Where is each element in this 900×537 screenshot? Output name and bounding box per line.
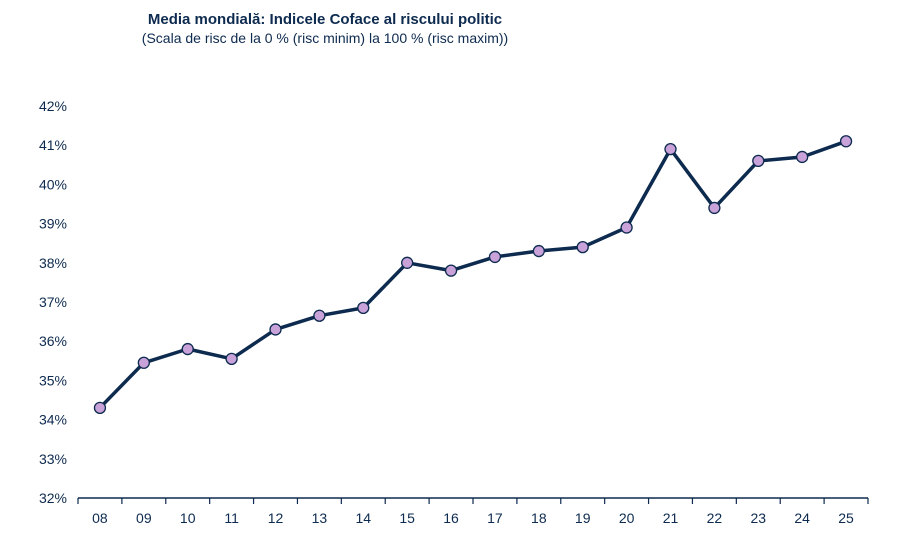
data-point	[796, 150, 809, 164]
data-point	[93, 401, 107, 414]
data-point	[357, 301, 370, 315]
x-tick-label: 15	[399, 510, 415, 526]
data-point	[532, 244, 545, 258]
y-tick-label: 36%	[39, 333, 67, 349]
x-tick-label: 18	[531, 510, 547, 526]
y-tick-label: 34%	[39, 412, 67, 428]
data-point	[708, 201, 721, 215]
x-tick-label: 25	[838, 510, 854, 526]
chart-title: Media mondială: Indicele Coface al riscu…	[147, 11, 503, 28]
data-point	[401, 256, 414, 269]
x-tick-label: 11	[224, 510, 239, 526]
x-tick-label: 23	[750, 510, 766, 526]
x-tick-label: 22	[707, 510, 723, 526]
x-tick-label: 24	[794, 510, 810, 526]
y-tick-label: 40%	[39, 176, 67, 192]
x-tick-label: 20	[619, 510, 635, 526]
y-tick-label: 39%	[39, 216, 67, 232]
x-tick-label: 14	[355, 510, 371, 526]
x-tick-label: 08	[92, 510, 108, 526]
x-tick-label: 21	[663, 510, 679, 526]
data-point	[225, 352, 238, 365]
y-tick-label: 35%	[39, 372, 67, 388]
data-point	[313, 309, 326, 322]
data-point	[181, 342, 194, 356]
series-line	[98, 139, 848, 410]
x-tick-label: 12	[268, 510, 284, 526]
x-tick-label: 10	[180, 510, 196, 526]
y-tick-label: 41%	[39, 137, 67, 153]
x-tick-label: 17	[487, 510, 503, 526]
x-tick-label: 09	[136, 510, 152, 526]
data-point	[269, 323, 282, 336]
data-point	[839, 135, 853, 148]
data-point	[137, 356, 150, 369]
y-tick-label: 32%	[39, 490, 67, 506]
x-tick-label: 19	[575, 510, 591, 526]
x-axis: 08 09 10 11 12 13 14 15 16 17 18 19 20 21 22 23 24 25	[77, 497, 869, 526]
data-point	[488, 250, 502, 264]
chart-subtitle: (Scala de risc de la 0 % (risc minim) la…	[141, 30, 509, 46]
data-point	[664, 142, 677, 156]
data-point	[576, 240, 589, 254]
y-tick-label: 38%	[39, 255, 67, 271]
series-group	[93, 135, 853, 414]
y-tick-label: 37%	[39, 294, 67, 310]
data-point	[444, 264, 458, 277]
y-axis: 32% 33% 34% 35% 36% 37% 38% 39% 40% 41% 42%	[39, 98, 67, 506]
data-point	[620, 221, 633, 234]
title-block: Media mondială: Indicele Coface al riscu…	[0, 10, 650, 47]
x-tick-label: 13	[312, 510, 328, 526]
data-point	[752, 154, 765, 168]
y-tick-label: 42%	[39, 98, 67, 114]
x-tick-label: 16	[443, 510, 459, 526]
y-tick-label: 33%	[39, 451, 67, 467]
